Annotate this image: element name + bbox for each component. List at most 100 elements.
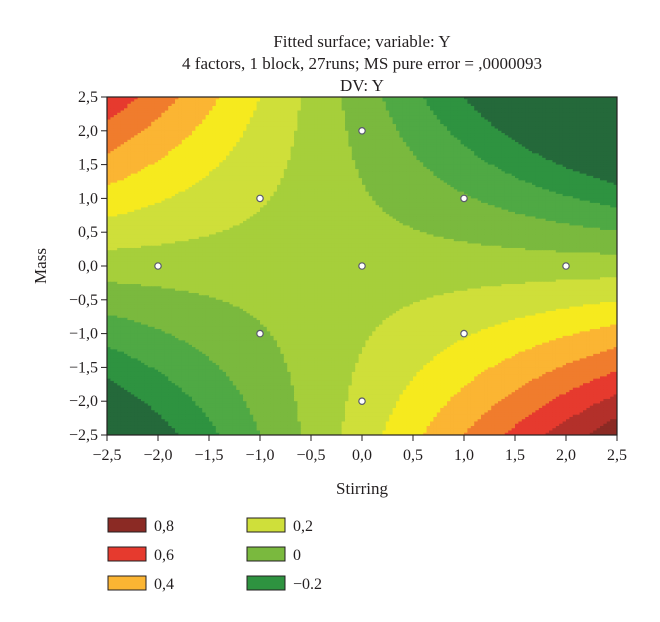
contour-cell xyxy=(141,135,145,139)
contour-cell xyxy=(130,99,135,103)
contour-cell xyxy=(372,135,377,139)
contour-cell xyxy=(375,117,380,121)
contour-cell xyxy=(572,144,577,148)
contour-cell xyxy=(542,108,547,112)
contour-cell xyxy=(593,119,598,123)
contour-cell xyxy=(175,142,179,145)
contour-cell xyxy=(273,148,278,152)
contour-cell xyxy=(348,119,353,123)
contour-cell xyxy=(120,112,125,116)
contour-cell xyxy=(351,115,356,118)
contour-cell xyxy=(253,144,258,148)
contour-cell xyxy=(552,144,557,148)
contour-cell xyxy=(596,135,601,139)
contour-cell xyxy=(171,130,176,134)
contour-cell xyxy=(222,133,227,136)
contour-cell xyxy=(188,117,193,121)
contour-cell xyxy=(158,146,162,150)
contour-cell xyxy=(406,103,411,107)
contour-cell xyxy=(130,137,135,141)
contour-cell xyxy=(396,148,400,152)
contour-cell xyxy=(226,99,230,103)
contour-cell xyxy=(491,106,496,109)
contour-cell xyxy=(192,97,196,100)
contour-cell xyxy=(117,128,122,132)
contour-cell xyxy=(457,108,462,112)
contour-cell xyxy=(470,117,475,121)
contour-cell xyxy=(470,126,475,130)
contour-cell xyxy=(460,126,465,130)
contour-cell xyxy=(195,144,200,148)
contour-cell xyxy=(545,110,550,114)
contour-cell xyxy=(328,119,332,123)
contour-cell xyxy=(375,99,380,103)
contour-cell xyxy=(450,106,455,109)
contour-cell xyxy=(613,133,617,136)
contour-cell xyxy=(321,148,326,152)
contour-cell xyxy=(243,135,247,139)
contour-cell xyxy=(334,144,339,148)
contour-cell xyxy=(511,146,516,150)
contour-cell xyxy=(372,133,377,136)
contour-cell xyxy=(555,146,560,150)
contour-cell xyxy=(202,110,207,114)
contour-cell xyxy=(222,119,227,123)
contour-cell xyxy=(542,144,547,148)
contour-cell xyxy=(355,146,360,150)
contour-cell xyxy=(144,135,149,139)
contour-cell xyxy=(552,142,557,145)
contour-cell xyxy=(593,99,598,103)
contour-cell xyxy=(464,135,468,139)
contour-cell xyxy=(498,130,502,134)
contour-cell xyxy=(270,97,275,100)
contour-cell xyxy=(266,121,271,125)
contour-cell xyxy=(236,148,241,152)
contour-cell xyxy=(338,130,343,134)
contour-cell xyxy=(413,142,417,145)
contour-cell xyxy=(593,108,598,112)
contour-cell xyxy=(606,115,611,118)
contour-cell xyxy=(147,121,152,125)
contour-cell xyxy=(583,99,587,103)
contour-cell xyxy=(576,130,581,134)
contour-cell xyxy=(351,99,356,103)
contour-cell xyxy=(317,128,322,132)
contour-cell xyxy=(107,112,111,116)
contour-cell xyxy=(515,115,519,118)
contour-cell xyxy=(348,112,353,116)
contour-cell xyxy=(532,142,536,145)
contour-cell xyxy=(362,144,366,148)
contour-cell xyxy=(283,137,288,141)
contour-cell xyxy=(202,115,207,118)
contour-cell xyxy=(511,135,516,139)
contour-cell xyxy=(379,117,383,121)
contour-cell xyxy=(399,101,404,105)
contour-cell xyxy=(399,128,404,132)
contour-cell xyxy=(447,121,451,125)
contour-cell xyxy=(379,108,383,112)
contour-cell xyxy=(460,133,465,136)
contour-cell xyxy=(447,144,451,148)
contour-cell xyxy=(144,112,149,116)
contour-cell xyxy=(453,115,458,118)
contour-cell xyxy=(457,137,462,141)
contour-cell xyxy=(134,137,139,141)
contour-cell xyxy=(345,130,349,134)
contour-cell xyxy=(447,99,451,103)
contour-cell xyxy=(389,108,394,112)
contour-cell xyxy=(501,101,506,105)
contour-cell xyxy=(583,119,587,123)
contour-cell xyxy=(555,121,560,125)
contour-cell xyxy=(290,130,295,134)
contour-cell xyxy=(314,101,319,105)
contour-cell xyxy=(375,103,380,107)
contour-cell xyxy=(416,135,421,139)
contour-cell xyxy=(606,126,611,130)
contour-cell xyxy=(120,124,125,127)
contour-cell xyxy=(562,110,567,114)
contour-cell xyxy=(192,121,196,125)
contour-cell xyxy=(450,101,455,105)
contour-cell xyxy=(324,97,329,100)
contour-cell xyxy=(168,124,173,127)
contour-cell xyxy=(314,106,319,109)
